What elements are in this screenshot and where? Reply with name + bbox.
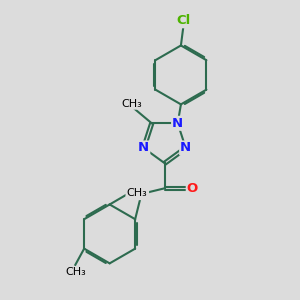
Text: N: N xyxy=(138,142,149,154)
Text: O: O xyxy=(187,182,198,195)
Text: CH₃: CH₃ xyxy=(126,188,147,198)
Text: CH₃: CH₃ xyxy=(122,99,142,109)
Text: CH₃: CH₃ xyxy=(65,267,86,277)
Text: N: N xyxy=(180,142,191,154)
Text: Cl: Cl xyxy=(176,14,190,27)
Text: N: N xyxy=(172,117,183,130)
Text: NH: NH xyxy=(128,186,148,199)
